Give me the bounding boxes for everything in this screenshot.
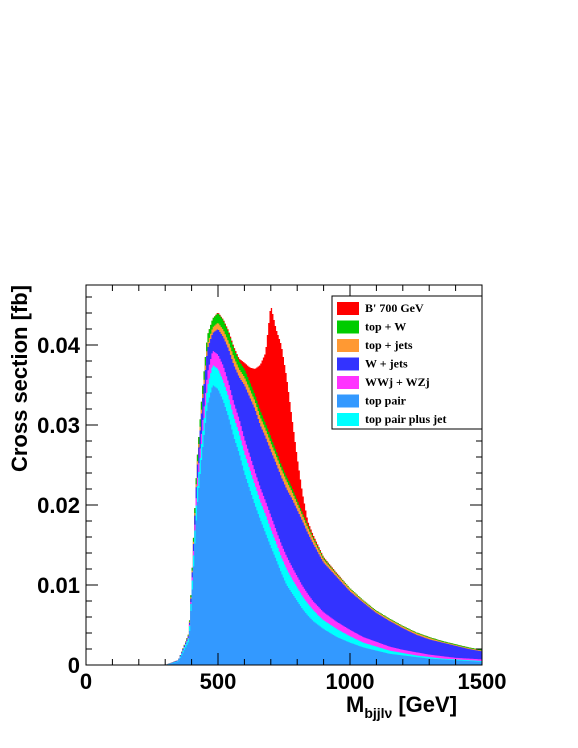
- x-axis-title-subscript: bjjlν: [364, 705, 392, 721]
- series-top-pair: [165, 385, 482, 665]
- tick-labels: 0 500 1000 1500 0 0.01 0.02 0.03 0.04: [37, 333, 506, 694]
- x-axis-title-main: M: [346, 692, 364, 717]
- plot-frame: [85, 284, 483, 666]
- legend-swatch: [337, 357, 359, 371]
- legend-swatch: [337, 376, 359, 389]
- y-tick-label: 0.04: [37, 333, 81, 358]
- y-tick-label: 0: [68, 653, 80, 678]
- legend-label: B' 700 GeV: [365, 301, 424, 315]
- legend-label: W + jets: [365, 357, 408, 371]
- y-tick-label: 0.03: [37, 413, 80, 438]
- x-tick-label: 1000: [326, 669, 375, 694]
- legend-label: top pair plus jet: [365, 412, 446, 426]
- x-axis-title: Mbjjlν [GeV]: [346, 692, 457, 721]
- legend: B' 700 GeV top + W top + jets W + jets WWj +…: [331, 295, 483, 430]
- y-tick-label: 0.02: [37, 493, 80, 518]
- legend-label: top + W: [365, 320, 406, 334]
- y-tick-label: 0.01: [37, 573, 80, 598]
- x-tick-label: 0: [80, 669, 92, 694]
- legend-swatch: [337, 413, 359, 426]
- legend-label: top pair: [365, 394, 407, 408]
- stacked-histogram: [165, 308, 482, 665]
- x-tick-label: 1500: [458, 669, 507, 694]
- legend-swatch: [337, 320, 359, 334]
- legend-swatch: [337, 394, 359, 408]
- legend-swatch: [337, 339, 359, 352]
- legend-swatch: [337, 302, 359, 315]
- x-axis-title-unit: [GeV]: [398, 692, 457, 717]
- legend-label: WWj + WZj: [365, 375, 430, 389]
- legend-label: top + jets: [365, 338, 413, 352]
- y-axis-title: Cross section [fb]: [7, 285, 32, 472]
- x-tick-label: 500: [200, 669, 237, 694]
